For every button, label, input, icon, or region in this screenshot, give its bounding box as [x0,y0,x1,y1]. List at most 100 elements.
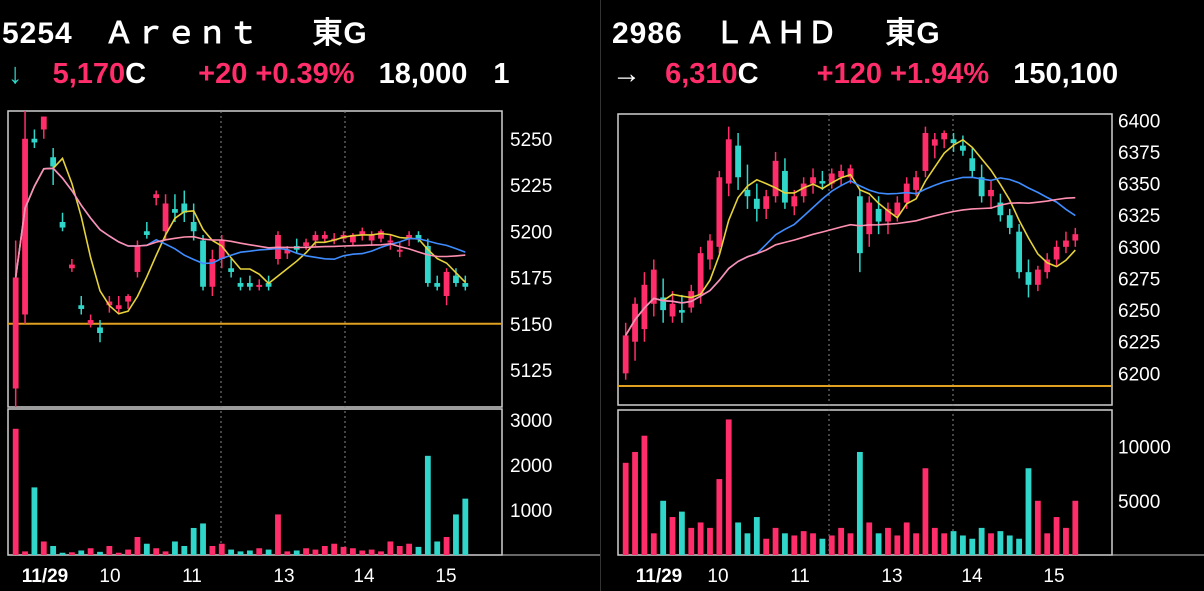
volume-bar [875,533,882,555]
volume-bar [162,551,169,555]
volume-bar [50,545,57,555]
trade-volume-overflow: 1 [493,58,510,90]
volume-bar [434,541,441,555]
trade-volume: 18,000 [378,58,468,90]
volume-bar [424,455,431,555]
volume-bar [828,535,835,555]
volume-bar [1034,500,1041,555]
volume-bar [443,536,450,555]
candle-body [1053,246,1060,260]
volume-bar [106,545,113,555]
candle-body [424,246,431,284]
candle-body [735,145,741,178]
volume-bar [256,548,263,555]
volume-bar [1016,538,1023,555]
volume-tick-label: 2000 [510,456,552,477]
candle-body [828,173,835,184]
volume-bar [725,419,732,555]
y-tick-label: 6325 [1118,206,1160,227]
volume-bar [228,549,235,555]
candle-body [265,283,272,287]
volume-bar [134,536,141,555]
volume-bar [931,527,938,555]
y-tick-label: 5150 [510,315,552,336]
x-tick-label: 14 [961,566,983,587]
candle-body [763,196,770,209]
volume-bar [641,435,648,555]
volume-bar [265,549,272,555]
volume-bar [143,543,150,555]
y-tick-label: 5175 [510,269,552,290]
ma-short-line [625,138,1076,336]
candle-body [913,177,919,190]
last-price: 5,170 [52,58,126,90]
candle-body [931,139,938,146]
volume-bar [331,543,338,555]
ma-long-line [14,167,466,278]
volume-bar [406,543,413,555]
price-pane-frame [7,110,503,408]
x-tick-label: 11/29 [636,566,683,587]
volume-bar [312,549,319,555]
x-tick-label: 11 [790,566,810,587]
y-tick-label: 5225 [510,176,552,197]
candle-body [866,202,873,235]
candle-body [744,189,751,197]
candle-body [772,160,779,197]
candle-body [978,177,985,197]
candle-body [256,284,263,287]
candle-body [209,259,216,287]
y-tick-label: 6400 [1118,111,1160,132]
volume-bar [922,468,929,555]
candle-body [716,177,723,247]
volume-bar [68,552,75,555]
candle-body [59,222,66,228]
volume-pane-frame [617,409,1113,556]
price-change: +20 [198,58,248,90]
candle-body [810,177,816,184]
candle-body [885,208,891,222]
candle-body [988,189,994,197]
candle-body [838,170,845,178]
stock-name: Ａｒｅｎｔ [104,17,260,50]
volume-bar [1025,468,1032,555]
y-tick-label: 6275 [1118,269,1160,290]
volume-bar [153,548,160,555]
candle-body [387,240,394,243]
stock-market: 東G [312,17,368,50]
candle-body [622,335,629,374]
chart-panel-arent: 5125 5150 5175 5200 5225 5250 1000 2000 3000 11/2… [0,0,600,591]
trend-arrow-icon: ↓ [8,58,23,90]
candle-body [669,303,676,317]
chart-panel-lahd: 6200 6225 6250 6275 6300 6325 6350 6375 6400 5000… [608,0,1204,591]
candle-body [40,116,47,130]
y-tick-label: 6375 [1118,143,1160,164]
volume-bar [218,543,225,555]
candle-body [707,240,713,260]
price-change-pct: +1.94% [890,58,990,90]
stock-title: 5254 Ａｒｅｎｔ 東G [2,8,368,52]
candle-body [368,234,375,241]
volume-bar [246,550,253,555]
volume-tick-label: 5000 [1118,492,1160,513]
volume-bar [791,535,798,555]
candle-body [800,183,807,197]
volume-bar [716,479,723,555]
volume-bar [59,552,66,555]
volume-bar [1072,500,1079,555]
trade-volume: 150,100 [1013,58,1119,90]
candle-body [396,249,403,252]
candle-body [378,231,384,239]
x-tick-label: 13 [881,566,902,587]
y-tick-label: 6225 [1118,333,1160,354]
x-tick-label: 10 [99,566,120,587]
candle-body [153,194,160,198]
candle-body [922,132,929,171]
candle-body [819,181,826,184]
y-tick-label: 6250 [1118,301,1160,322]
candle-body [321,234,328,239]
candle-body [350,234,356,243]
volume-bar [688,527,695,555]
volume-bar [172,541,178,555]
quote-row: → 6,310C +120 +1.94% 150,100 [612,58,1118,91]
